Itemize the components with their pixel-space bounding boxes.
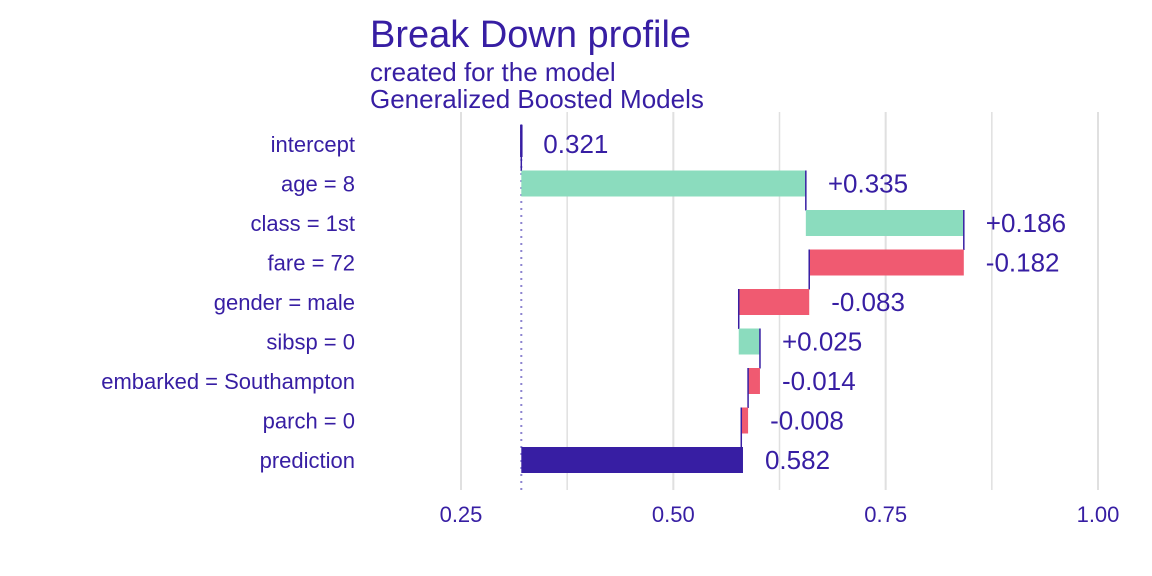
chart-subtitle-line-1: created for the model bbox=[370, 57, 616, 87]
bar-1 bbox=[521, 170, 806, 197]
x-tick-label-3: 1.00 bbox=[1077, 502, 1120, 527]
value-label-7: -0.008 bbox=[770, 406, 844, 436]
category-label-4: gender = male bbox=[214, 290, 355, 315]
x-tick-label-2: 0.75 bbox=[864, 502, 907, 527]
value-label-4: -0.083 bbox=[831, 287, 905, 317]
bar-6 bbox=[748, 368, 760, 394]
bar-7 bbox=[741, 407, 749, 434]
category-label-1: age = 8 bbox=[281, 172, 355, 197]
bar-2 bbox=[805, 210, 964, 236]
value-label-0: 0.321 bbox=[543, 129, 608, 159]
bar-4 bbox=[738, 289, 810, 315]
chart-subtitle-line-2: Generalized Boosted Models bbox=[370, 84, 704, 114]
x-tick-label-0: 0.25 bbox=[440, 502, 483, 527]
bar-3 bbox=[809, 249, 964, 276]
value-label-3: -0.182 bbox=[986, 248, 1060, 278]
chart-title: Break Down profile bbox=[370, 14, 692, 56]
category-label-6: embarked = Southampton bbox=[101, 369, 355, 394]
category-label-8: prediction bbox=[260, 448, 355, 473]
bar-5 bbox=[738, 328, 760, 355]
bar-8 bbox=[521, 447, 743, 473]
value-label-2: +0.186 bbox=[986, 208, 1066, 238]
category-label-2: class = 1st bbox=[250, 211, 355, 236]
category-label-5: sibsp = 0 bbox=[266, 330, 355, 355]
category-label-7: parch = 0 bbox=[263, 409, 355, 434]
category-label-3: fare = 72 bbox=[268, 251, 355, 276]
category-label-0: intercept bbox=[271, 132, 355, 157]
value-label-6: -0.014 bbox=[782, 366, 856, 396]
value-label-8: 0.582 bbox=[765, 445, 830, 475]
value-label-1: +0.335 bbox=[828, 169, 908, 199]
value-label-5: +0.025 bbox=[782, 327, 862, 357]
x-tick-label-1: 0.50 bbox=[652, 502, 695, 527]
